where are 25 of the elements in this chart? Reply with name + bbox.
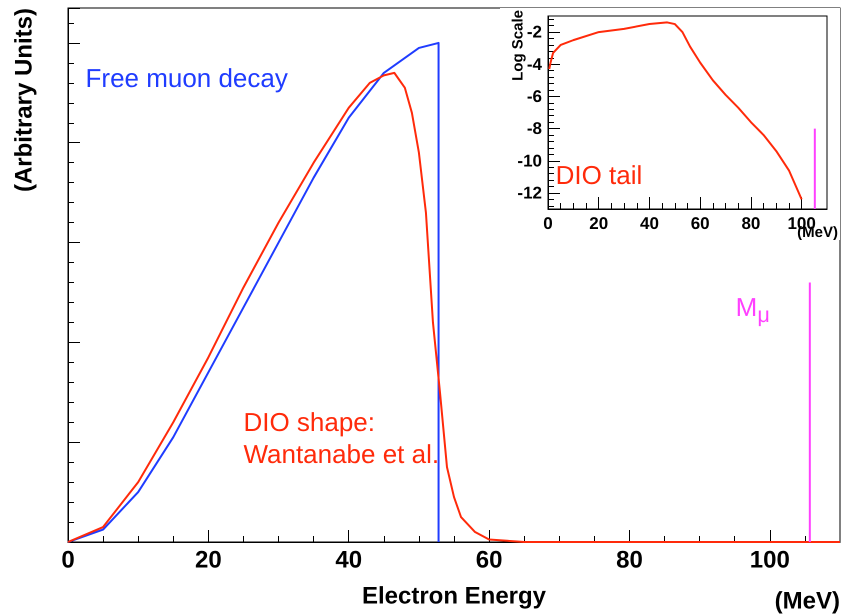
y-axis-title: Log Scale: [510, 10, 526, 81]
y-tick-label: -8: [526, 119, 542, 138]
x-tick-label: 20: [589, 214, 608, 233]
text: DIO tail: [556, 159, 642, 192]
x-tick-label: 80: [741, 214, 760, 233]
x-axis-title: Electron Energy: [362, 582, 547, 610]
series-label: M$_{μ}$: [736, 291, 770, 330]
x-tick-label: 20: [195, 546, 222, 574]
series-label: DIO shape: Wantanabe et al.: [243, 406, 440, 470]
y-tick-label: -10: [517, 151, 542, 170]
text: (MeV): [774, 588, 840, 614]
x-tick-label: 100: [750, 546, 790, 574]
x-tick-label: 40: [335, 546, 362, 574]
y-tick-label: -4: [526, 54, 543, 74]
x-tick-label: 0: [543, 214, 553, 233]
x-tick-label: 0: [61, 546, 75, 574]
y-tick-label: -12: [517, 183, 542, 202]
y-axis-title: (Arbitrary Units): [10, 8, 38, 192]
x-tick-label: 80: [616, 546, 643, 574]
y-tick-label: -2: [526, 22, 542, 42]
x-tick-label: 60: [476, 546, 502, 574]
x-tick-label: 60: [690, 214, 710, 233]
y-tick-label: -6: [526, 86, 542, 106]
x-tick-label: 40: [640, 214, 659, 233]
text: Free muon decay: [86, 62, 288, 94]
